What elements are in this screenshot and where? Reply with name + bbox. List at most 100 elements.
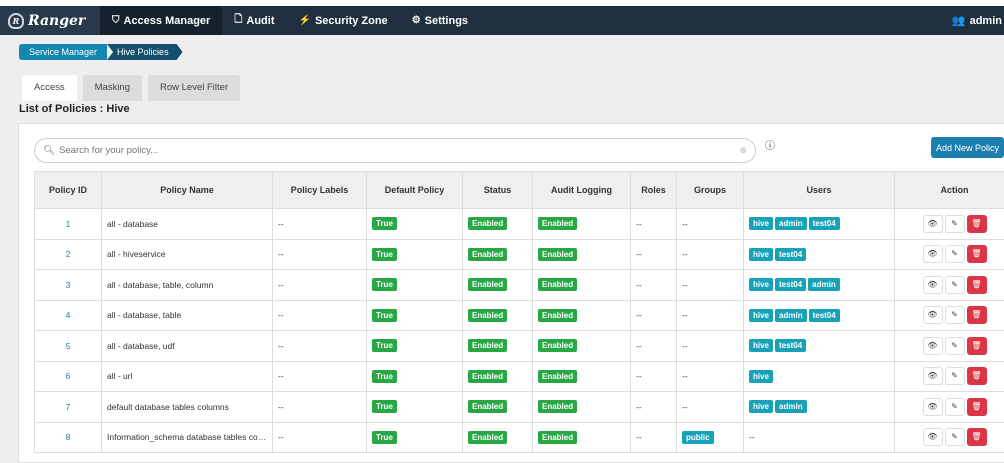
default-policy-badge: True xyxy=(372,400,397,413)
tab-row-level-filter[interactable]: Row Level Filter xyxy=(148,75,240,101)
edit-icon[interactable]: ✎ xyxy=(945,398,965,416)
edit-icon[interactable]: ✎ xyxy=(945,245,965,263)
add-new-policy-button[interactable]: Add New Policy xyxy=(931,137,1004,158)
policy-labels: -- xyxy=(273,239,367,270)
shield-icon: ⛉ xyxy=(112,15,120,26)
groups-empty: -- xyxy=(682,371,688,381)
edit-icon[interactable]: ✎ xyxy=(945,337,965,355)
roles-cell: -- xyxy=(631,392,677,423)
policy-id-link[interactable]: 8 xyxy=(35,422,102,453)
default-policy-cell: True xyxy=(367,300,463,331)
tab-access[interactable]: Access xyxy=(22,75,77,101)
default-policy-badge: True xyxy=(372,278,397,291)
view-eye-icon[interactable]: 👁 xyxy=(923,337,943,355)
table-row: 4 all - database, table -- True Enabled … xyxy=(35,300,1004,331)
edit-icon[interactable]: ✎ xyxy=(945,306,965,324)
groups-cell: -- xyxy=(677,392,744,423)
clear-icon[interactable]: ⊗ xyxy=(739,145,747,156)
delete-trash-icon[interactable]: 🗑 xyxy=(967,337,987,355)
action-cell: 👁✎🗑 xyxy=(895,209,1004,240)
default-policy-cell: True xyxy=(367,270,463,301)
audit-cell: Enabled xyxy=(533,331,631,362)
nav-settings[interactable]: ⚙Settings xyxy=(400,6,480,35)
audit-logging-badge: Enabled xyxy=(538,217,577,230)
policy-labels: -- xyxy=(273,331,367,362)
groups-cell: -- xyxy=(677,209,744,240)
policy-name: default database tables columns xyxy=(102,392,273,423)
breadcrumb-service-manager[interactable]: Service Manager xyxy=(19,44,107,60)
view-eye-icon[interactable]: 👁 xyxy=(923,428,943,446)
policy-name: all - database xyxy=(102,209,273,240)
search-input[interactable] xyxy=(59,145,739,156)
policy-id-link[interactable]: 4 xyxy=(35,300,102,331)
audit-cell: Enabled xyxy=(533,239,631,270)
delete-trash-icon[interactable]: 🗑 xyxy=(967,367,987,385)
roles-cell: -- xyxy=(631,422,677,453)
status-badge: Enabled xyxy=(468,309,507,322)
table-row: 3 all - database, table, column -- True … xyxy=(35,270,1004,301)
user-badge: test04 xyxy=(809,309,840,322)
edit-icon[interactable]: ✎ xyxy=(945,215,965,233)
page-title: List of Policies : Hive xyxy=(19,103,130,115)
groups-empty: -- xyxy=(682,280,688,290)
tab-masking[interactable]: Masking xyxy=(83,75,142,101)
view-eye-icon[interactable]: 👁 xyxy=(923,367,943,385)
default-policy-badge: True xyxy=(372,339,397,352)
audit-cell: Enabled xyxy=(533,300,631,331)
audit-logging-badge: Enabled xyxy=(538,431,577,444)
audit-logging-badge: Enabled xyxy=(538,248,577,261)
groups-cell: -- xyxy=(677,361,744,392)
column-header: Default Policy xyxy=(367,172,463,209)
audit-logging-badge: Enabled xyxy=(538,309,577,322)
delete-trash-icon[interactable]: 🗑 xyxy=(967,398,987,416)
view-eye-icon[interactable]: 👁 xyxy=(923,398,943,416)
audit-cell: Enabled xyxy=(533,392,631,423)
nav-label: Settings xyxy=(425,15,468,27)
view-eye-icon[interactable]: 👁 xyxy=(923,276,943,294)
nav-access-manager[interactable]: ⛉Access Manager xyxy=(100,6,222,35)
nav-security-zone[interactable]: ⚡Security Zone xyxy=(286,6,399,35)
table-row: 2 all - hiveservice -- True Enabled Enab… xyxy=(35,239,1004,270)
policy-id-link[interactable]: 3 xyxy=(35,270,102,301)
audit-cell: Enabled xyxy=(533,209,631,240)
delete-trash-icon[interactable]: 🗑 xyxy=(967,245,987,263)
policy-labels: -- xyxy=(273,422,367,453)
edit-icon[interactable]: ✎ xyxy=(945,428,965,446)
delete-trash-icon[interactable]: 🗑 xyxy=(967,276,987,294)
view-eye-icon[interactable]: 👁 xyxy=(923,306,943,324)
policy-id-link[interactable]: 1 xyxy=(35,209,102,240)
policy-id-link[interactable]: 2 xyxy=(35,239,102,270)
nav-audit[interactable]: 🗋Audit xyxy=(222,6,286,35)
policy-labels: -- xyxy=(273,361,367,392)
delete-trash-icon[interactable]: 🗑 xyxy=(967,428,987,446)
policy-id-link[interactable]: 5 xyxy=(35,331,102,362)
policy-id-link[interactable]: 7 xyxy=(35,392,102,423)
column-header: Status xyxy=(463,172,533,209)
table-row: 6 all - url -- True Enabled Enabled -- -… xyxy=(35,361,1004,392)
status-cell: Enabled xyxy=(463,422,533,453)
edit-icon[interactable]: ✎ xyxy=(945,276,965,294)
view-eye-icon[interactable]: 👁 xyxy=(923,215,943,233)
roles-cell: -- xyxy=(631,300,677,331)
user-badge: admin xyxy=(775,217,807,230)
delete-trash-icon[interactable]: 🗑 xyxy=(967,215,987,233)
table-row: 1 all - database -- True Enabled Enabled… xyxy=(35,209,1004,240)
user-menu[interactable]: 👥admin xyxy=(952,6,1004,35)
groups-cell: public xyxy=(677,422,744,453)
status-badge: Enabled xyxy=(468,248,507,261)
info-icon[interactable]: ⓘ xyxy=(765,137,775,152)
user-badge: test04 xyxy=(775,248,806,261)
breadcrumb-hive-policies[interactable]: Hive Policies xyxy=(107,44,183,60)
view-eye-icon[interactable]: 👁 xyxy=(923,245,943,263)
bolt-icon: ⚡ xyxy=(298,15,310,26)
policy-name: all - hiveservice xyxy=(102,239,273,270)
edit-icon[interactable]: ✎ xyxy=(945,367,965,385)
policy-id-link[interactable]: 6 xyxy=(35,361,102,392)
delete-trash-icon[interactable]: 🗑 xyxy=(967,306,987,324)
search-box: 🔍︎ ⊗ xyxy=(34,138,756,163)
user-badge: test04 xyxy=(809,217,840,230)
default-policy-cell: True xyxy=(367,392,463,423)
